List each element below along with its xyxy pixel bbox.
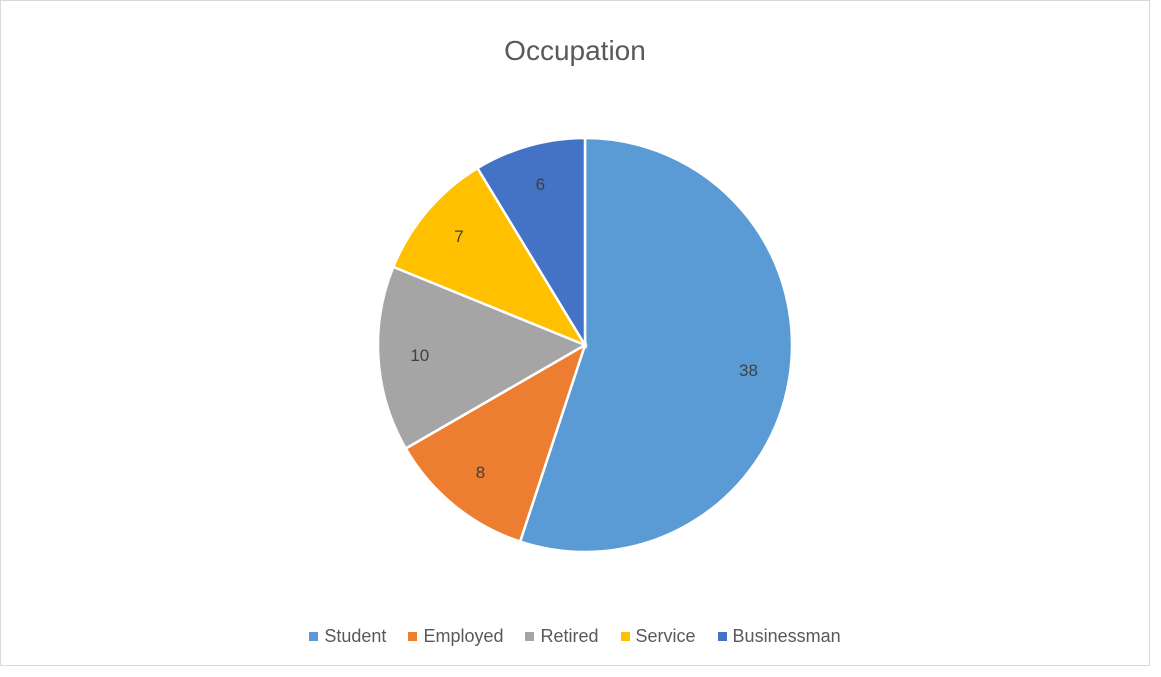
data-label: 10: [410, 346, 429, 365]
legend-swatch: [717, 632, 727, 641]
legend-label: Employed: [423, 626, 504, 646]
pie-slice: [376, 265, 588, 451]
legend: Student Employed Retired Service Businessman: [0, 626, 1150, 647]
pie-slice: [475, 136, 587, 350]
pie-slice: [391, 166, 589, 348]
legend-item: Service: [620, 626, 696, 647]
pie-slice: [404, 342, 588, 544]
legend-item: Businessman: [717, 626, 841, 647]
legend-swatch: [408, 632, 418, 641]
legend-swatch: [309, 632, 319, 641]
data-label: 6: [536, 175, 545, 194]
legend-swatch: [620, 632, 630, 641]
legend-label: Student: [324, 626, 387, 646]
legend-label: Businessman: [732, 626, 841, 646]
pie-slice: [518, 136, 794, 554]
legend-label: Service: [635, 626, 696, 646]
legend-item: Retired: [525, 626, 599, 647]
chart-title: Occupation: [504, 35, 646, 66]
legend-label: Retired: [540, 626, 599, 646]
legend-item: Employed: [408, 626, 503, 647]
legend-swatch: [525, 632, 535, 641]
data-label: 8: [476, 463, 485, 482]
legend-item: Student: [309, 626, 386, 647]
chart-frame: [0, 0, 1150, 666]
data-label: 38: [739, 361, 758, 380]
data-label: 7: [454, 227, 463, 246]
